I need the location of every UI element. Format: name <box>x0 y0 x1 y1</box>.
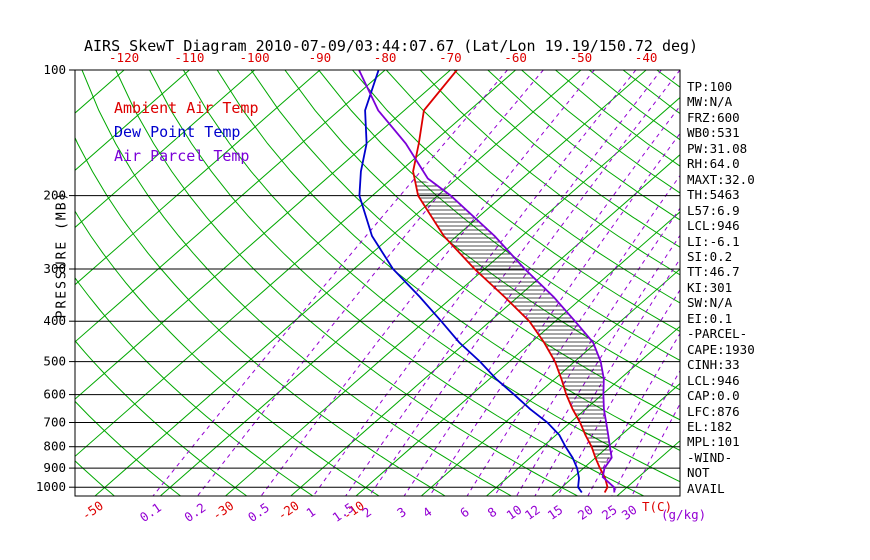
mixing-ratio-label: 15 <box>545 502 566 523</box>
top-temp-label: -60 <box>504 50 527 65</box>
top-temp-label: -40 <box>635 50 658 65</box>
stat-line: TT:46.7 <box>687 264 740 280</box>
bottom-temp-label: -50 <box>79 498 106 523</box>
legend-item-ambient: Ambient Air Temp <box>114 99 259 117</box>
mixing-ratio-label: 20 <box>575 502 596 523</box>
pressure-label: 600 <box>43 387 66 402</box>
series-curve-0 <box>412 70 609 493</box>
pressure-label: 1000 <box>36 479 66 494</box>
temp-unit-label: T(C) <box>642 499 672 514</box>
mixing-ratio-label: 30 <box>619 502 640 523</box>
stat-line: KI:301 <box>687 279 733 295</box>
bottom-temp-label: -20 <box>275 498 302 523</box>
legend: Ambient Air Temp Dew Point Temp Air Parc… <box>114 96 259 168</box>
legend-item-parcel: Air Parcel Temp <box>114 147 250 165</box>
top-temp-label: -80 <box>374 50 397 65</box>
top-temp-label: -110 <box>174 50 204 65</box>
pressure-label: 800 <box>43 439 66 454</box>
stat-line: CINH:33 <box>687 357 740 373</box>
chart-title: AIRS SkewT Diagram 2010-07-09/03:44:07.6… <box>84 37 699 55</box>
axis-labels: 100 200 300 400 500 600 700 800 900 1000 -120 -110 -… <box>36 50 706 525</box>
plot-frame <box>74 69 681 497</box>
top-temp-label: -120 <box>109 50 139 65</box>
mixing-ratio-label: 25 <box>599 502 620 523</box>
top-temp-label: -50 <box>570 50 593 65</box>
stat-line: RH:64.0 <box>687 156 740 172</box>
plot-area <box>75 70 680 496</box>
bottom-temp-label: -30 <box>209 498 236 523</box>
stat-line: LI:-6.1 <box>687 233 740 249</box>
stat-line: NOT <box>687 465 710 481</box>
stat-line: MPL:101 <box>687 434 740 450</box>
stat-line: CAP:0.0 <box>687 388 740 404</box>
top-temp-label: -90 <box>309 50 332 65</box>
stats-panel: TP:100 MW:N/A FRZ:600 WB0:531 PW:31.08 RH:64.… <box>687 79 755 496</box>
pressure-label: 900 <box>43 460 66 475</box>
stat-line: -WIND- <box>687 449 733 465</box>
stat-line: SW:N/A <box>687 295 733 311</box>
cape-hatch-area <box>414 178 612 464</box>
stat-line: TP:100 <box>687 79 733 94</box>
stat-line: AVAIL <box>687 480 725 496</box>
pressure-label: 400 <box>43 313 66 328</box>
pressure-label: 100 <box>43 62 66 77</box>
stat-line: MW:N/A <box>687 94 733 110</box>
stat-line: CAPE:1930 <box>687 341 755 357</box>
stat-line: LCL:946 <box>687 372 740 388</box>
pressure-label: 700 <box>43 415 66 430</box>
stat-line: FRZ:600 <box>687 109 740 125</box>
stat-line: L57:6.9 <box>687 202 740 218</box>
stat-line: -PARCEL- <box>687 326 748 342</box>
top-temp-label: -70 <box>439 50 462 65</box>
top-temp-label: -100 <box>240 50 270 65</box>
mixing-ratio-lines <box>152 70 680 496</box>
series-curve-2 <box>358 70 616 493</box>
mixing-ratio-label: 6 <box>457 504 472 521</box>
mixing-ratio-label: 12 <box>522 502 543 523</box>
stat-line: LFC:876 <box>687 403 740 419</box>
mixing-ratio-label: 10 <box>504 502 525 523</box>
mixing-ratio-label: 4 <box>420 504 435 521</box>
legend-item-dewpoint: Dew Point Temp <box>114 123 241 141</box>
mixing-ratio-label: 8 <box>485 504 500 521</box>
mixing-ratio-label: 3 <box>394 504 409 521</box>
stat-line: EI:0.1 <box>687 310 733 326</box>
stat-line: SI:0.2 <box>687 248 733 264</box>
stat-line: PW:31.08 <box>687 140 748 156</box>
stat-line: WB0:531 <box>687 125 740 141</box>
stat-line: MAXT:32.0 <box>687 171 755 187</box>
pressure-label: 300 <box>43 261 66 276</box>
mixing-ratio-label: 2 <box>359 504 374 521</box>
pressure-label: 500 <box>43 354 66 369</box>
stat-line: EL:182 <box>687 418 733 434</box>
pressure-label: 200 <box>43 188 66 203</box>
series-curve-1 <box>358 70 583 494</box>
mixing-unit-label: (g/kg) <box>661 507 706 522</box>
stat-line: LCL:946 <box>687 218 740 234</box>
y-axis-title: PRESSURE (MB) <box>54 190 70 319</box>
stat-line: TH:5463 <box>687 187 740 203</box>
mixing-ratio-label: 0.5 <box>245 500 272 525</box>
mixing-ratio-label: 0.1 <box>137 500 164 525</box>
mixing-ratio-label: 0.2 <box>181 500 208 525</box>
mixing-ratio-label: 1 <box>303 504 318 521</box>
